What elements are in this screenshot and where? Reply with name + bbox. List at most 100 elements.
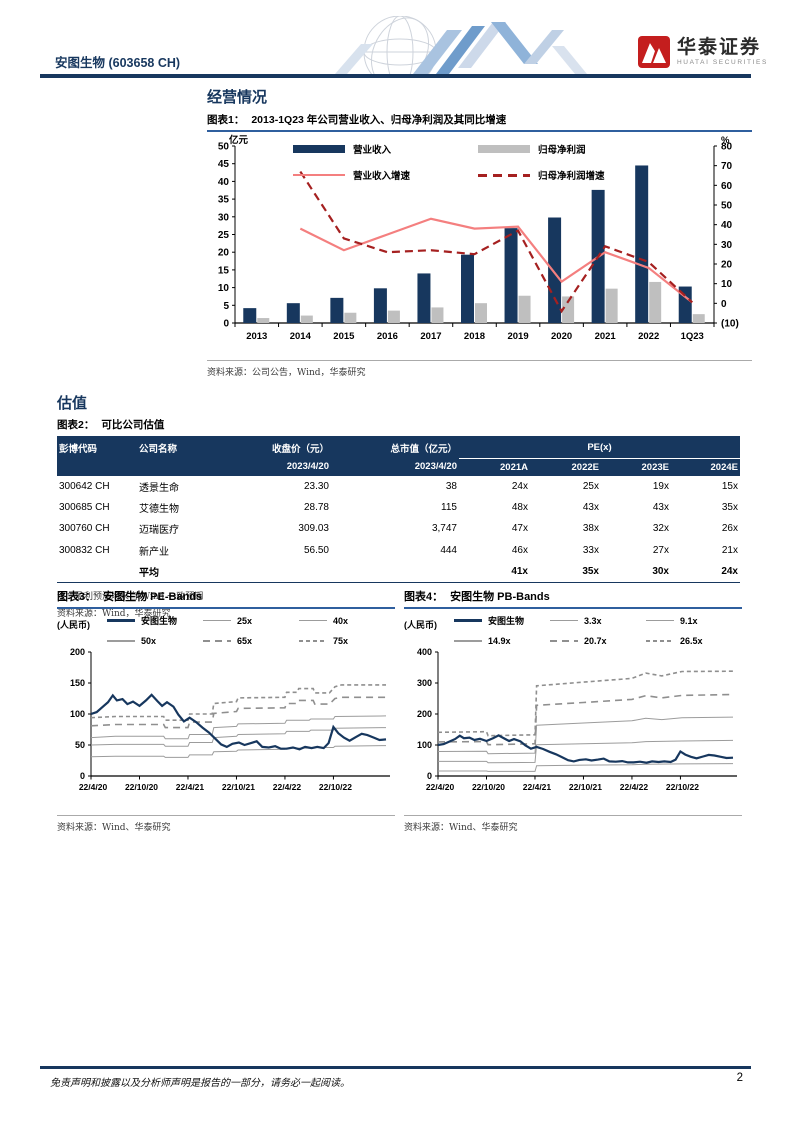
band-14-9x-swatch [454, 640, 482, 642]
value-cell: 444 [440, 544, 457, 556]
table-row: 300832 CH 新产业 56.50 444 46x 33x 27x 21x [57, 540, 740, 561]
value-cell: 47x [511, 523, 528, 535]
brand-subtitle: HUATAI SECURITIES [677, 59, 768, 66]
svg-text:亿元: 亿元 [229, 134, 249, 146]
figure4: 图表4： 安图生物 PB-Bands (人民币) 安图生物 3.3x 9.1x 1… [404, 588, 742, 833]
svg-text:22/10/21: 22/10/21 [222, 782, 255, 792]
figure1: 图表1： 2013-1Q23 年公司营业收入、归母净利润及其同比增速 0 5 10 15… [207, 112, 752, 378]
page-number: 2 [736, 1072, 743, 1084]
legend-item-net-profit: 归母净利润 [478, 142, 708, 156]
svg-text:60: 60 [721, 181, 733, 192]
legend-item-price: 安图生物 [454, 614, 550, 627]
section-operations: 经营情况 [207, 89, 268, 106]
svg-text:70: 70 [721, 161, 733, 172]
series-75x [90, 684, 386, 721]
svg-text:50: 50 [75, 740, 85, 750]
figure1-title-rule [207, 130, 752, 132]
band-20-7x-swatch [550, 640, 578, 642]
company-title: 安图生物 (603658 CH) [55, 56, 181, 70]
svg-text:0: 0 [427, 771, 432, 781]
value-cell: 25x [582, 480, 599, 492]
price-line-swatch [107, 619, 135, 622]
brand-name: 华泰证券 [677, 37, 762, 58]
value-cell: 28.78 [303, 502, 329, 514]
legend-item-revenue-growth: 营业收入增速 [293, 168, 478, 182]
average-value: 35x [582, 566, 599, 578]
legend-item-40x: 40x [299, 614, 395, 627]
svg-text:10: 10 [721, 279, 733, 290]
company-cell: 新产业 [139, 546, 169, 558]
svg-text:22/10/20: 22/10/20 [125, 782, 158, 792]
value-cell: 21x [721, 544, 738, 556]
value-cell: 24x [511, 480, 528, 492]
bar-归母净利润 [387, 310, 400, 323]
comparables-table: 彭博代码 公司名称 收盘价（元） 总市值（亿元） PE(x) 2023/4/20 2023/… [57, 436, 740, 584]
figure2-note: 注：盈利预测均来自 Wind 一致预期 [57, 592, 204, 603]
series-安图生物 [90, 693, 387, 751]
series-65x [90, 696, 386, 729]
figure3-source: 资料来源：Wind、华泰研究 [57, 823, 171, 833]
figure1-title: 图表1： 2013-1Q23 年公司营业收入、归母净利润及其同比增速 [207, 114, 507, 126]
legend-item-9-1x: 9.1x [646, 614, 742, 627]
svg-text:22/4/22: 22/4/22 [620, 782, 649, 792]
col-subheader-4: 2023E [601, 458, 671, 476]
ticker-cell: 300642 CH [59, 480, 110, 492]
line-归母净利润增速 [299, 170, 693, 314]
svg-text:2020: 2020 [551, 331, 572, 342]
svg-text:22/10/20: 22/10/20 [472, 782, 505, 792]
figure2: 图表2： 可比公司估值 彭博代码 公司名称 收盘价（元） 总市值（亿元） PE(x) 202… [57, 417, 740, 619]
revenue-bar-swatch [293, 145, 345, 153]
ticker-cell: 300685 CH [59, 502, 110, 514]
svg-text:2019: 2019 [507, 331, 528, 342]
value-cell: 26x [721, 523, 738, 535]
series-25x [90, 745, 387, 758]
col-subheader-0: 2023/4/20 [231, 458, 331, 476]
bar-归母净利润 [431, 307, 444, 323]
bar-归母净利润 [562, 296, 575, 323]
col-header-market-cap: 总市值（亿元） [331, 437, 459, 458]
value-cell: 46x [511, 544, 528, 556]
figure1-legend: 营业收入 归母净利润 营业收入增速 归母净利润增速 [293, 142, 708, 182]
svg-text:%: % [721, 135, 730, 146]
svg-text:20: 20 [721, 260, 733, 271]
col-subheader-empty [137, 458, 231, 476]
bar-归母净利润 [518, 295, 531, 323]
revenue-profit-chart: 0 5 10 15 20 25 30 35 40 45 50 (10) 0 10 20 30 40 50 60 70 8… [218, 134, 739, 342]
figure3-title-rule [57, 607, 395, 609]
svg-text:2018: 2018 [464, 331, 485, 342]
svg-text:30: 30 [218, 212, 230, 223]
figure4-legend: 安图生物 3.3x 9.1x 14.9x 20.7x 26.5x [454, 614, 742, 646]
svg-text:22/4/21: 22/4/21 [523, 782, 552, 792]
price-line-swatch [454, 619, 482, 622]
net-profit-bar-swatch [478, 145, 530, 153]
svg-text:2016: 2016 [377, 331, 398, 342]
svg-text:22/4/20: 22/4/20 [79, 782, 108, 792]
value-cell: 43x [652, 502, 669, 514]
svg-text:20: 20 [218, 248, 230, 259]
series-40x [90, 727, 387, 747]
bar-归母净利润 [649, 281, 662, 323]
bar-营业收入 [678, 286, 692, 323]
series-9.1x [438, 739, 734, 764]
ticker-cell: 300832 CH [59, 544, 110, 556]
average-value: 41x [511, 566, 528, 578]
empty-cell [231, 561, 331, 583]
huatai-logo-icon [638, 36, 670, 68]
value-cell: 48x [511, 502, 528, 514]
svg-text:2013: 2013 [246, 331, 267, 342]
figure2-title: 图表2： 可比公司估值 [57, 419, 165, 431]
value-cell: 43x [582, 502, 599, 514]
series [90, 684, 387, 758]
revenue-growth-line-swatch [293, 173, 345, 177]
col-subheader-2: 2021A [459, 458, 530, 476]
value-cell: 27x [652, 544, 669, 556]
legend-item-net-profit-growth: 归母净利润增速 [478, 168, 708, 182]
band-40x-swatch [299, 619, 327, 622]
svg-text:22/4/21: 22/4/21 [176, 782, 205, 792]
series-3.3x [438, 763, 734, 772]
col-subheader-empty [57, 458, 137, 476]
svg-text:10: 10 [218, 283, 230, 294]
value-cell: 56.50 [303, 544, 329, 556]
series-14.9x [437, 716, 734, 755]
